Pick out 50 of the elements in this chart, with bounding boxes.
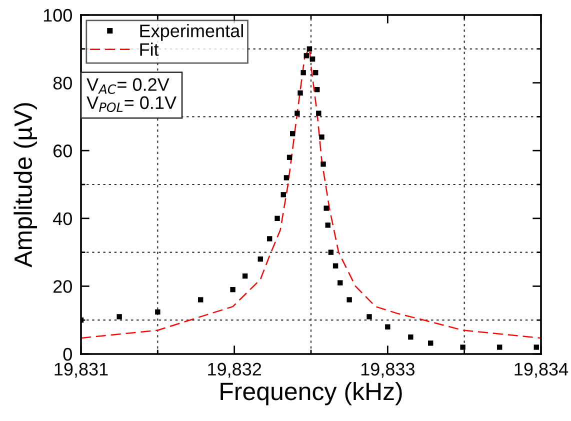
point bbox=[366, 314, 372, 320]
y-tick-label: 80 bbox=[53, 76, 72, 90]
point bbox=[338, 280, 343, 286]
point bbox=[304, 53, 309, 58]
point bbox=[155, 309, 160, 315]
point bbox=[320, 162, 326, 167]
point bbox=[328, 250, 334, 255]
legend-label: Fit bbox=[140, 42, 159, 56]
point bbox=[319, 134, 324, 140]
y-tick-label: 100 bbox=[44, 8, 72, 22]
point bbox=[534, 344, 539, 350]
y-tick-label: 40 bbox=[53, 212, 72, 226]
point bbox=[298, 90, 303, 96]
x-tick-label: 19,832 bbox=[208, 362, 262, 378]
annotation: V$_{POL}$= 0.1V bbox=[86, 96, 176, 112]
point bbox=[332, 263, 338, 268]
x-tick-label: 19,833 bbox=[361, 362, 414, 378]
point bbox=[300, 70, 306, 76]
point bbox=[230, 286, 236, 292]
y-tick-label: 60 bbox=[54, 144, 72, 158]
point bbox=[267, 236, 272, 242]
x-tick-label: 19,831 bbox=[54, 362, 108, 378]
point bbox=[314, 86, 320, 92]
point bbox=[316, 110, 322, 116]
point bbox=[242, 273, 248, 279]
point bbox=[274, 216, 280, 221]
x-tick-label: 19,834 bbox=[514, 362, 568, 378]
point bbox=[497, 344, 502, 350]
point bbox=[116, 314, 122, 320]
point bbox=[346, 297, 352, 302]
point bbox=[385, 324, 390, 330]
x-axis-title: Frequency (kHz) bbox=[220, 382, 402, 406]
point bbox=[313, 70, 318, 76]
y-tick-label: 0 bbox=[63, 348, 72, 361]
y-axis-title: Amplitude (µV) bbox=[14, 103, 37, 268]
annotation: V$_{AC}$= 0.2V bbox=[86, 78, 170, 94]
point bbox=[286, 154, 292, 160]
point bbox=[284, 175, 290, 180]
point bbox=[294, 110, 300, 116]
y-tick-label: 20 bbox=[53, 280, 72, 293]
point bbox=[280, 192, 286, 198]
point bbox=[408, 334, 414, 340]
point bbox=[324, 206, 329, 211]
point bbox=[290, 131, 296, 136]
point bbox=[325, 222, 330, 228]
point bbox=[428, 340, 434, 346]
point bbox=[258, 256, 263, 262]
point bbox=[460, 344, 466, 350]
point bbox=[198, 297, 204, 302]
legend-label: Experimental bbox=[140, 24, 243, 41]
